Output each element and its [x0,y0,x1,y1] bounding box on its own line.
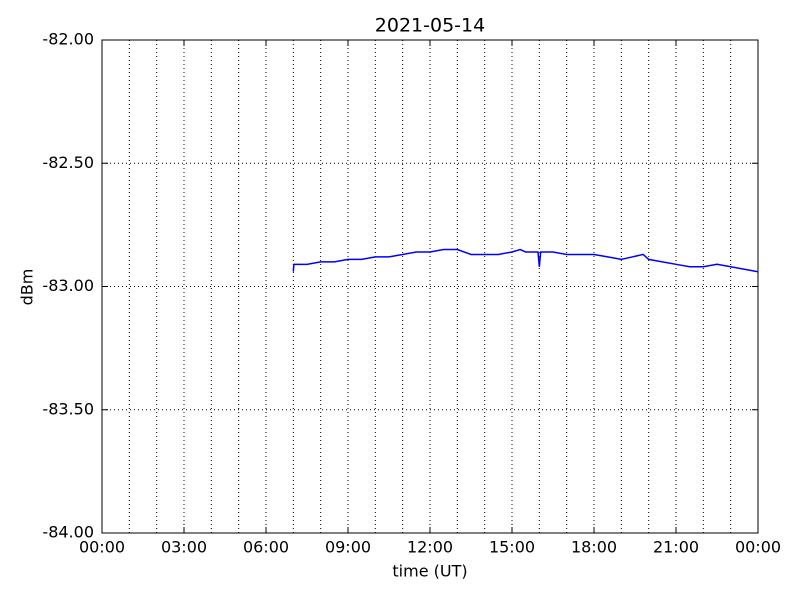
plot-frame [101,39,759,534]
x-tick-label: 18:00 [571,538,617,557]
y-tick-label: -83.50 [42,399,94,418]
x-axis-label: time (UT) [392,562,467,581]
x-tick-label: 00:00 [735,538,781,557]
x-tick-label: 06:00 [243,538,289,557]
x-tick-label: 03:00 [161,538,207,557]
y-tick-label: -83.00 [42,276,94,295]
y-axis-label: dBm [18,269,37,306]
x-tick-label: 00:00 [79,538,125,557]
x-tick-label: 09:00 [325,538,371,557]
data-line [292,248,759,273]
x-tick-label: 12:00 [407,538,453,557]
chart-title: 2021-05-14 [375,15,485,37]
x-tick-label: 15:00 [489,538,535,557]
y-tick-label: -84.00 [42,523,94,542]
y-tick-label: -82.50 [42,153,94,172]
x-tick-label: 21:00 [653,538,699,557]
y-tick-label: -82.00 [42,30,94,49]
